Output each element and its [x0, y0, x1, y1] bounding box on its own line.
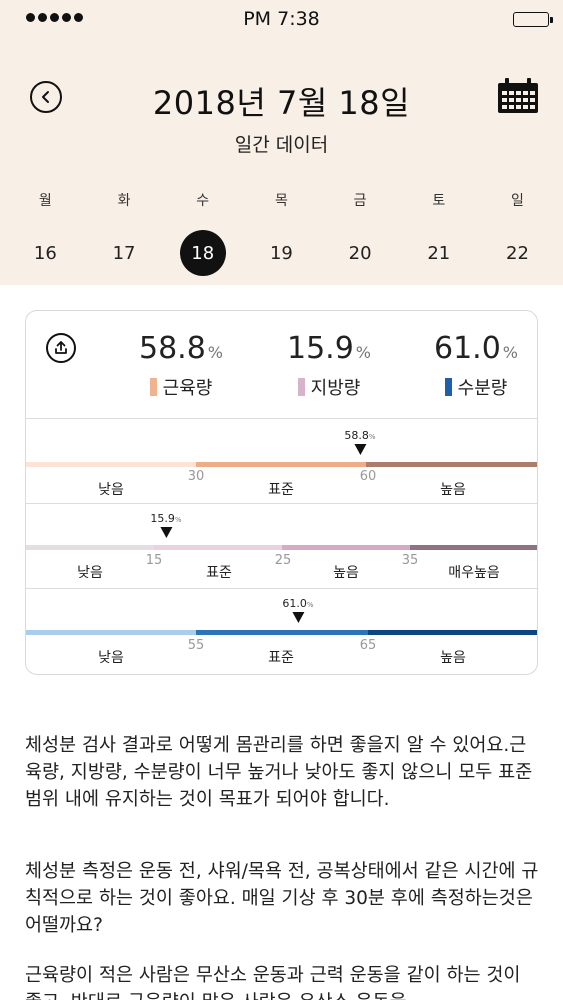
- water-marker-value: 61.0: [282, 597, 307, 610]
- fat-bar-high: [282, 545, 410, 550]
- chevron-left-icon: [42, 91, 49, 103]
- day-number: 16: [33, 242, 57, 264]
- muscle-bar-low: [26, 462, 196, 467]
- water-bar-high: [368, 630, 537, 635]
- muscle-value: 58.8: [139, 331, 206, 366]
- share-icon: [55, 341, 67, 354]
- share-button[interactable]: [46, 333, 76, 363]
- day-tue[interactable]: 화 17: [85, 190, 164, 276]
- fat-swatch: [297, 378, 305, 396]
- muscle-tick: 60: [359, 469, 377, 484]
- marker-triangle-icon: [354, 444, 366, 455]
- fat-bar-low: [26, 545, 154, 550]
- water-marker-unit: %: [306, 601, 314, 609]
- muscle-zone-label: 높음: [440, 482, 466, 498]
- water-value: 61.0: [434, 331, 501, 366]
- fat-metric: 15.9% 지방량: [259, 331, 399, 400]
- muscle-swatch: [149, 378, 157, 396]
- header-panel: PM 7:38 2018년 7월 18일 일간 데이터 월 16 화 17 수 …: [0, 0, 563, 285]
- day-of-week: 월: [38, 193, 52, 209]
- fat-tick: 35: [401, 553, 419, 568]
- fat-zone-label: 매우높음: [448, 565, 500, 581]
- muscle-metric: 58.8% 근육량: [111, 331, 251, 400]
- day-of-week: 일: [511, 193, 524, 209]
- day-of-week: 수: [196, 193, 210, 209]
- day-of-week: 금: [353, 193, 367, 209]
- muscle-bar-high: [366, 462, 537, 467]
- fat-zone-label: 높음: [333, 565, 359, 581]
- day-thu[interactable]: 목 19: [242, 190, 321, 276]
- fat-marker-value: 15.9: [150, 512, 175, 525]
- muscle-marker-unit: %: [368, 433, 376, 441]
- fat-tick: 15: [145, 553, 163, 568]
- muscle-zone-label: 낮음: [98, 482, 124, 498]
- day-sat[interactable]: 토 21: [399, 190, 478, 276]
- day-mon[interactable]: 월 16: [6, 190, 85, 276]
- muscle-zone-label: 표준: [268, 482, 294, 498]
- day-sun[interactable]: 일 22: [478, 190, 557, 276]
- marker-triangle-icon: [292, 612, 304, 623]
- battery-tip: [550, 17, 553, 23]
- fat-zone-label: 낮음: [77, 565, 103, 581]
- day-wed[interactable]: 수 18: [163, 190, 242, 276]
- day-number: 22: [506, 242, 529, 264]
- muscle-marker: 58.8%: [344, 429, 376, 455]
- water-tick: 65: [359, 638, 377, 653]
- body-composition-card: 58.8% 근육량 15.9% 지방량 61.0% 수분량 58.8% 30 6…: [25, 310, 538, 675]
- week-strip: 월 16 화 17 수 18 목 19 금 20 토 21 일 22: [6, 190, 557, 276]
- water-bar-low: [26, 630, 196, 635]
- water-marker: 61.0%: [282, 597, 314, 623]
- back-button[interactable]: [30, 81, 62, 113]
- day-number: 21: [427, 242, 451, 264]
- selected-day-number: 18: [179, 230, 226, 276]
- fat-bar-normal: [154, 545, 282, 550]
- water-metric: 61.0% 수분량: [406, 331, 537, 400]
- fat-zone-label: 표준: [206, 565, 232, 581]
- day-number: 19: [269, 242, 293, 264]
- status-time: PM 7:38: [243, 8, 320, 30]
- muscle-tick: 30: [187, 469, 205, 484]
- summary-section: 58.8% 근육량 15.9% 지방량 61.0% 수분량: [26, 311, 537, 419]
- page-title: 2018년 7월 18일: [152, 84, 411, 122]
- muscle-marker-value: 58.8: [344, 429, 369, 442]
- muscle-gauge: 58.8% 30 60 낮음 표준 높음: [26, 419, 537, 504]
- marker-triangle-icon: [160, 527, 172, 538]
- water-tick: 55: [187, 638, 205, 653]
- fat-marker: 15.9%: [150, 512, 182, 538]
- day-number: 20: [348, 242, 372, 264]
- fat-tick: 25: [274, 553, 292, 568]
- water-bar-normal: [196, 630, 368, 635]
- fat-label: 지방량: [310, 378, 361, 399]
- water-unit: %: [502, 343, 518, 362]
- body-paragraph: 근육량이 적은 사람은 무산소 운동과 근력 운동을 같이 하는 것이 좋고, …: [25, 965, 521, 1000]
- body-paragraph: 체성분 측정은 운동 전, 샤워/목욕 전, 공복상태에서 같은 시간에 규칙적…: [25, 861, 539, 936]
- water-zone-label: 낮음: [98, 650, 124, 666]
- fat-gauge: 15.9% 15 25 35 낮음 표준 높음 매우높음: [26, 504, 537, 589]
- day-of-week: 토: [432, 193, 446, 209]
- day-number: 17: [112, 242, 136, 264]
- page-subtitle: 일간 데이터: [234, 134, 329, 156]
- water-label: 수분량: [457, 378, 508, 399]
- day-fri[interactable]: 금 20: [321, 190, 400, 276]
- battery-icon: [513, 12, 549, 27]
- day-of-week: 목: [274, 193, 288, 209]
- body-paragraph: 체성분 검사 결과로 어떻게 몸관리를 하면 좋을지 알 수 있어요.근육량, …: [25, 735, 533, 810]
- calendar-icon[interactable]: [496, 78, 540, 114]
- muscle-bar-normal: [196, 462, 366, 467]
- fat-marker-unit: %: [174, 516, 182, 524]
- water-zone-label: 표준: [268, 650, 294, 666]
- fat-value: 15.9: [287, 331, 354, 366]
- signal-dots-icon: [26, 13, 83, 22]
- water-zone-label: 높음: [440, 650, 466, 666]
- fat-bar-very-high: [410, 545, 537, 550]
- day-of-week: 화: [117, 193, 131, 209]
- muscle-label: 근육량: [162, 378, 213, 399]
- water-swatch: [444, 378, 452, 396]
- water-gauge: 61.0% 55 65 낮음 표준 높음: [26, 589, 537, 674]
- status-bar: PM 7:38: [0, 0, 563, 40]
- fat-unit: %: [355, 343, 371, 362]
- muscle-unit: %: [207, 343, 223, 362]
